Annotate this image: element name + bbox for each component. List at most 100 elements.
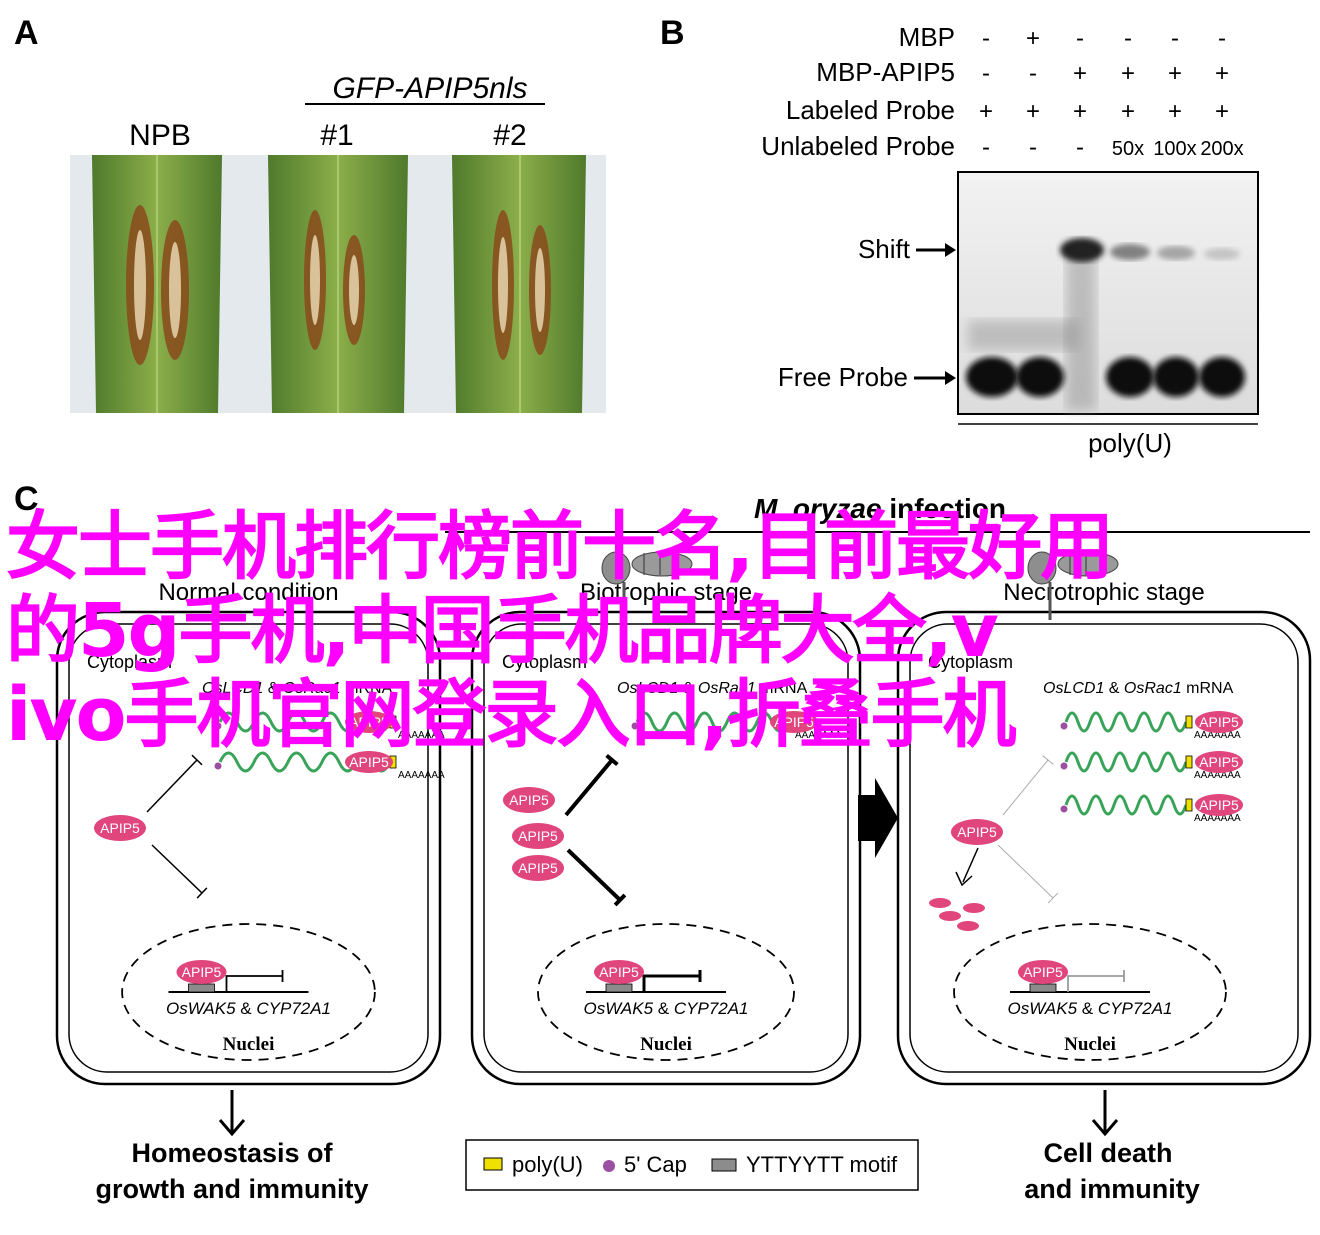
cell-diagram-necro: Necrotrophic stage Cytoplasm OsLCD1 & OsRa… — [896, 551, 1312, 1086]
apip5-protein-icon — [176, 960, 227, 984]
apip5-label: APIP5 — [518, 828, 558, 844]
cytoplasm-label: Cytoplasm — [502, 652, 587, 672]
apip5-label: APIP5 — [599, 964, 639, 980]
polya-tail: AAAAAAA — [398, 730, 445, 741]
polya-tail: AAAAAAA — [1194, 770, 1241, 781]
outcome-left-line1: Homeostasis of — [131, 1138, 333, 1168]
five-prime-cap-icon — [1060, 805, 1068, 813]
fungal-cell-icon — [1027, 551, 1057, 585]
mrna-label: OsLCD1 & OsRac1 mRNA — [617, 680, 808, 697]
outcome-right-line1: Cell death — [1043, 1138, 1172, 1168]
apip5-protein-icon — [770, 711, 818, 733]
outcome-arrow-left-icon — [218, 1090, 246, 1137]
five-prime-cap-icon — [214, 762, 222, 770]
conidium-icon — [631, 551, 693, 577]
degraded-apip5-icon — [929, 898, 951, 908]
emsa-cell: 100x — [1153, 138, 1196, 160]
inhibition-line — [146, 759, 198, 813]
emsa-cell: + — [1121, 60, 1135, 87]
row-label-unlabeled-probe: Unlabeled Probe — [761, 131, 955, 161]
construct-label: GFP-APIP5nls — [332, 72, 527, 105]
emsa-cell: - — [1171, 25, 1179, 52]
row-label-mbp: MBP — [899, 22, 955, 52]
inhibition-line — [151, 844, 203, 894]
apip5-label: APIP5 — [509, 792, 549, 808]
apip5-protein-icon — [94, 815, 146, 841]
yttyytt-motif-icon — [1029, 983, 1057, 993]
polya-tail: AAAAAAA — [1194, 730, 1241, 741]
apip5-label: APIP5 — [1199, 797, 1239, 813]
legend-polyu-label: poly(U) — [512, 1152, 583, 1177]
apip5-protein-icon — [345, 751, 393, 773]
inhibition-bar — [1042, 755, 1054, 765]
cell-diagram-bio: Biotrophic stage Cytoplasm OsLCD1 & OsRac1… — [470, 551, 862, 1086]
emsa-cell: - — [1029, 60, 1037, 87]
emsa-cell: + — [1121, 98, 1135, 125]
fungal-cell-icon — [601, 551, 631, 585]
target-gene-label: OsWAK5 & CYP72A1 — [1007, 999, 1172, 1018]
polya-tail: AAAAAAA — [398, 770, 445, 781]
degraded-apip5-icon — [939, 911, 961, 921]
apip5-protein-icon — [1195, 751, 1243, 773]
polya-tail: AAAAAAA — [1194, 813, 1241, 824]
emsa-cell: - — [1218, 25, 1226, 52]
apip5-protein-icon — [594, 960, 644, 984]
apip5-label: APIP5 — [182, 964, 222, 980]
apip5-label: APIP5 — [1023, 964, 1063, 980]
panel-a-label: A — [14, 14, 39, 52]
inhibition-bar — [605, 753, 619, 767]
yttyytt-motif-icon — [188, 983, 215, 993]
band-label-free-probe: Free Probe — [778, 362, 908, 392]
apip5-protein-icon — [503, 787, 555, 813]
apip5-protein-icon — [512, 855, 564, 881]
gel-bottom-label: poly(U) — [1088, 428, 1172, 458]
five-prime-cap-icon — [631, 722, 639, 730]
plasma-membrane — [68, 623, 429, 1073]
leaf-2 — [452, 155, 586, 413]
target-gene-label: OsWAK5 & CYP72A1 — [166, 999, 331, 1018]
plasma-membrane — [483, 623, 849, 1073]
emsa-condition-table: MBP MBP-APIP5 Labeled Probe Unlabeled Pr… — [761, 22, 1243, 161]
cell-title: Necrotrophic stage — [1003, 579, 1204, 606]
emsa-cell: + — [1215, 60, 1229, 87]
emsa-cell: - — [1029, 134, 1037, 161]
conidium-icon — [1057, 551, 1119, 577]
emsa-cell: - — [1076, 134, 1084, 161]
emsa-cell-values: - + - - - - - - + + + + + + + + + + - - - 50x 100x 200x — [979, 25, 1244, 161]
nucleus — [953, 923, 1227, 1061]
five-prime-cap-icon — [214, 722, 222, 730]
inhibition-line — [564, 758, 614, 817]
five-prime-cap-icon — [1060, 722, 1068, 730]
polyu-site-icon — [1185, 798, 1193, 812]
cell-title: Biotrophic stage — [580, 579, 752, 606]
cytoplasm-label: Cytoplasm — [87, 652, 172, 672]
apip5-label: APIP5 — [100, 820, 140, 836]
nuclei-label: Nuclei — [1064, 1034, 1116, 1055]
emsa-cell: 200x — [1200, 138, 1243, 160]
mrna-strand — [1064, 751, 1188, 773]
polya-tail: AAAAAAA — [795, 730, 842, 741]
plasma-membrane — [909, 623, 1299, 1073]
leaf-npb — [92, 155, 222, 413]
row-label-labeled-probe: Labeled Probe — [786, 95, 955, 125]
band-label-shift: Shift — [858, 234, 911, 264]
cell-diagram-normal: Normal condition Cytoplasm OsLCD1 & OsRac1… — [55, 579, 445, 1086]
transcription-start-icon — [642, 974, 700, 992]
emsa-gel — [957, 171, 1259, 415]
outcome-right-line2: and immunity — [1024, 1174, 1200, 1204]
emsa-cell: - — [982, 134, 990, 161]
legend-motif-label: YTTYYTT motif — [746, 1152, 898, 1177]
emsa-cell: + — [1168, 98, 1182, 125]
degraded-apip5-icon — [957, 921, 979, 931]
inhibition-bar — [1047, 892, 1059, 904]
leaf-1 — [268, 155, 408, 413]
emsa-cell: - — [982, 25, 990, 52]
mrna-strand — [635, 711, 789, 733]
inhibition-line — [566, 848, 622, 902]
apip5-protein-icon — [1195, 711, 1243, 733]
lane-label-npb: NPB — [129, 119, 191, 152]
emsa-cell: + — [1073, 98, 1087, 125]
mrna-strand — [1064, 794, 1188, 816]
nucleus — [121, 923, 376, 1061]
